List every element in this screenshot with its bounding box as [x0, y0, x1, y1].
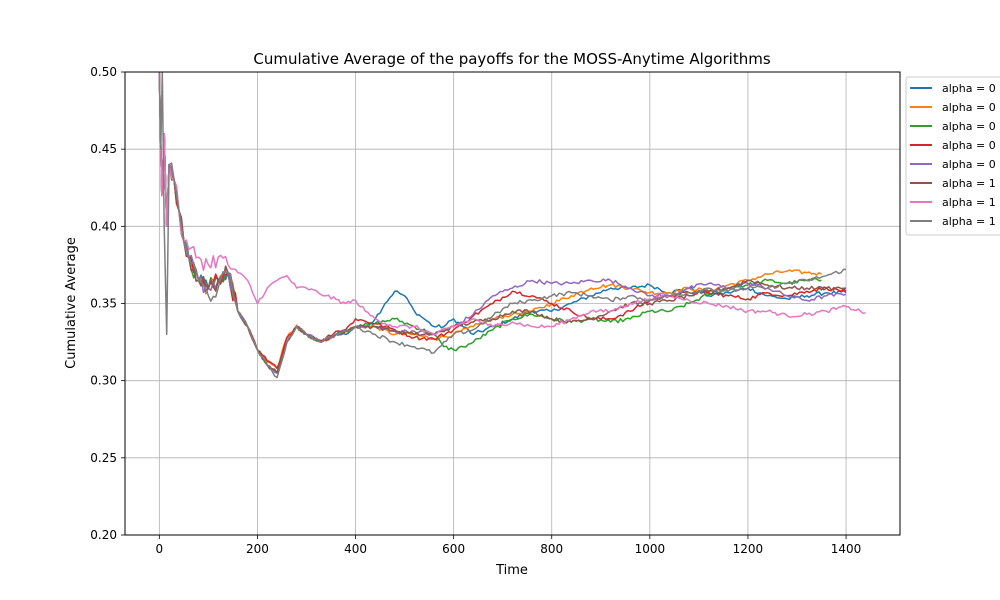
x-tick-label: 400: [344, 542, 367, 556]
x-tick-label: 1200: [733, 542, 764, 556]
x-axis-label: Time: [495, 563, 528, 578]
y-tick-label: 0.20: [90, 528, 117, 542]
y-tick-label: 0.50: [90, 65, 117, 79]
x-axis: 0 200 400 600 800 1000 1200 1400: [156, 535, 862, 556]
series-line-7: [158, 72, 866, 336]
legend-box: [905, 76, 1000, 236]
x-tick-label: 600: [442, 542, 465, 556]
x-tick-label: 0: [156, 542, 164, 556]
x-tick-label: 800: [540, 542, 563, 556]
y-axis: 0.20 0.25 0.30 0.35 0.40 0.45 0.50: [90, 65, 125, 542]
y-axis-label: Cumulative Average: [64, 237, 79, 369]
chart-title: Cumulative Average of the payoffs for th…: [253, 50, 770, 68]
x-tick-label: 1400: [831, 542, 862, 556]
legend-label: alpha = 1: [942, 196, 996, 209]
series-line-6: [158, 72, 847, 374]
legend: alpha = 0 alpha = 0 alpha = 0 alpha = 0 alph…: [905, 76, 1000, 236]
legend-label: alpha = 0: [942, 101, 996, 114]
y-tick-label: 0.35: [90, 297, 117, 311]
series-line-8: [158, 72, 847, 379]
x-tick-label: 200: [246, 542, 269, 556]
legend-label: alpha = 0: [942, 158, 996, 171]
plot-area: [124, 71, 901, 536]
y-tick-label: 0.30: [90, 374, 117, 388]
y-tick-label: 0.25: [90, 451, 117, 465]
legend-label: alpha = 1: [942, 177, 996, 190]
y-tick-label: 0.45: [90, 142, 117, 156]
legend-label: alpha = 1: [942, 215, 996, 228]
y-tick-label: 0.40: [90, 219, 117, 233]
legend-label: alpha = 0: [942, 82, 996, 95]
x-tick-label: 1000: [635, 542, 666, 556]
legend-label: alpha = 0: [942, 120, 996, 133]
series-line-4: [158, 72, 847, 370]
series-group: [158, 72, 866, 379]
legend-label: alpha = 0: [942, 139, 996, 152]
